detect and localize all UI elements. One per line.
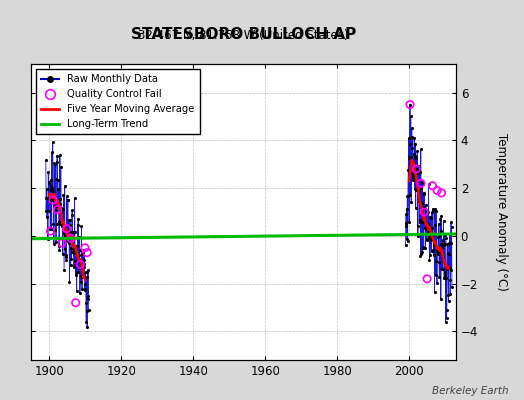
Point <box>420 209 429 215</box>
Legend: Raw Monthly Data, Quality Control Fail, Five Year Moving Average, Long-Term Tren: Raw Monthly Data, Quality Control Fail, … <box>37 69 200 134</box>
Point <box>81 245 89 251</box>
Point <box>62 226 71 232</box>
Point <box>423 276 431 282</box>
Point <box>417 180 425 186</box>
Point <box>412 166 420 172</box>
Text: Berkeley Earth: Berkeley Earth <box>432 386 508 396</box>
Y-axis label: Temperature Anomaly (°C): Temperature Anomaly (°C) <box>495 133 508 291</box>
Point <box>49 197 57 203</box>
Point <box>83 249 91 256</box>
Point <box>71 300 80 306</box>
Point <box>46 228 54 234</box>
Point <box>76 261 84 268</box>
Point <box>428 182 436 189</box>
Text: STATESBORO BULLOCH AP: STATESBORO BULLOCH AP <box>131 27 356 42</box>
Point <box>53 206 61 213</box>
Point <box>67 235 75 242</box>
Point <box>58 240 66 246</box>
Point <box>406 101 414 108</box>
Point <box>438 190 446 196</box>
Point <box>433 187 441 194</box>
Title: 32.467 N, 81.758 W (United States): 32.467 N, 81.758 W (United States) <box>138 29 349 42</box>
